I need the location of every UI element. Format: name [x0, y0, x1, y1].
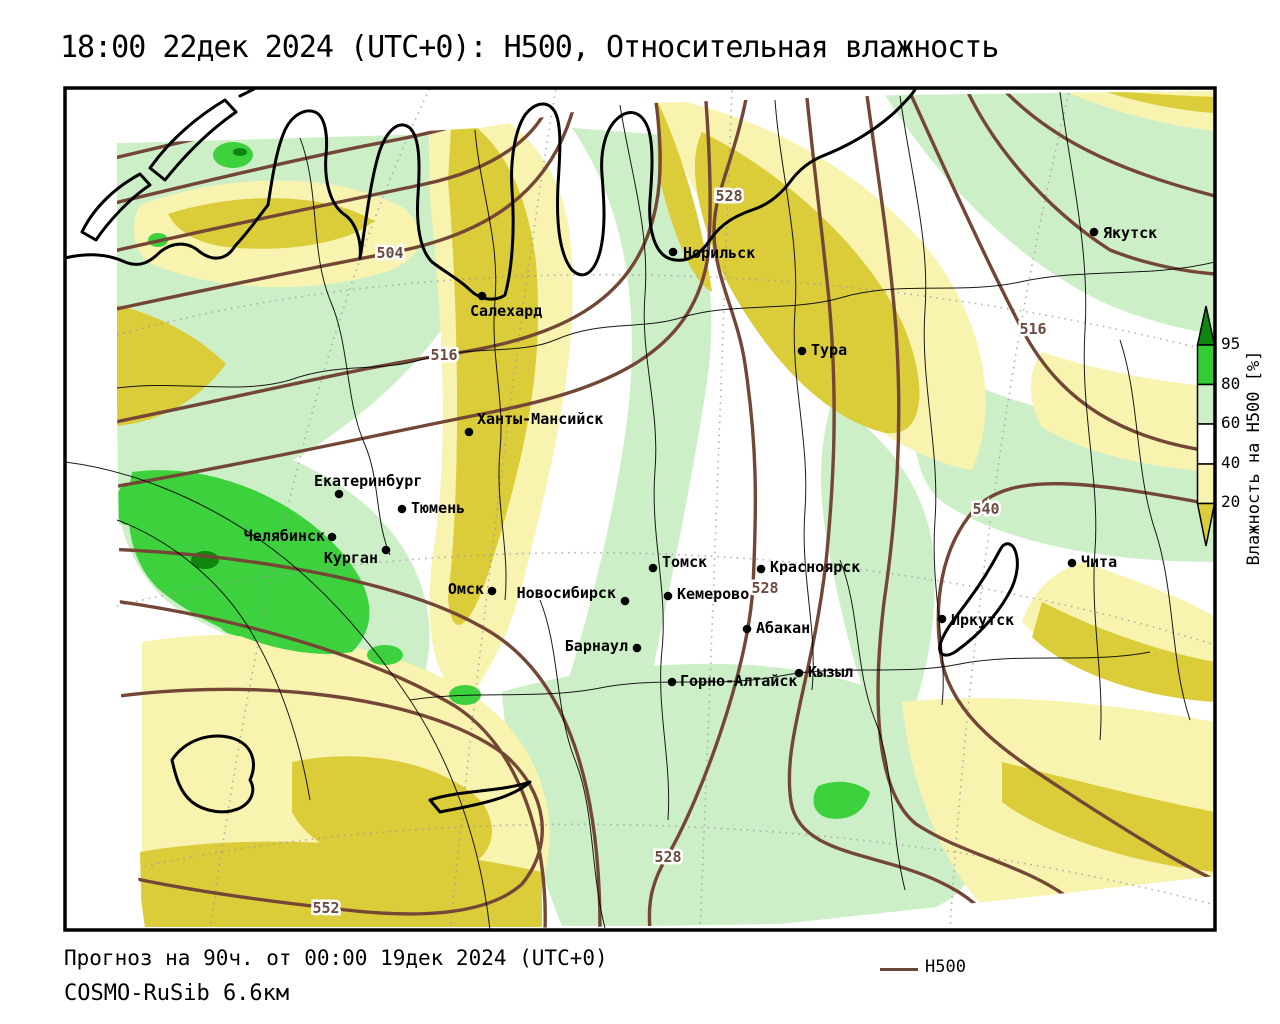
map-frame — [63, 86, 1217, 932]
contour-value-label: 516 — [1019, 320, 1046, 338]
city-label: Челябинск — [244, 527, 325, 545]
city-dot — [464, 427, 474, 437]
colorbar-seg-20-40 — [1196, 463, 1216, 505]
city-dot — [663, 591, 673, 601]
city-dot — [381, 545, 391, 555]
city: Ханты-Мансийск — [464, 410, 603, 437]
city-dot — [742, 624, 752, 634]
city-label: Ханты-Мансийск — [477, 410, 603, 428]
colorbar-tick-label: 95 — [1221, 334, 1240, 353]
h500-legend-label: H500 — [925, 957, 966, 977]
city: Кызыл — [794, 663, 853, 681]
page-title: 18:00 22дек 2024 (UTC+0): H500, Относите… — [60, 30, 999, 65]
city-label: Тюмень — [411, 499, 465, 517]
colorbar-seg-60-80 — [1196, 383, 1216, 425]
coastlines — [66, 89, 1019, 814]
city: Омск — [448, 580, 497, 598]
city-label: Иркутск — [951, 611, 1014, 629]
h500-legend-line-sample — [880, 967, 918, 971]
city-label: Барнаул — [565, 637, 628, 655]
city-label: Горно-Алтайск — [680, 672, 797, 690]
city: Салехард — [470, 291, 542, 320]
forecast-info: Прогноз на 90ч. от 00:00 19дек 2024 (UTC… — [64, 946, 608, 970]
city-dot — [334, 489, 344, 499]
city: Абакан — [742, 619, 810, 637]
city-dot — [327, 532, 337, 542]
city-dot — [797, 346, 807, 356]
city-dot — [397, 504, 407, 514]
city-dot — [1067, 558, 1077, 568]
city-dot — [620, 596, 630, 606]
colorbar-tick-label: 60 — [1221, 413, 1240, 432]
city: Тура — [797, 341, 847, 359]
city: Чита — [1067, 553, 1117, 571]
city-label: Томск — [662, 553, 707, 571]
colorbar-seg-80-95 — [1196, 344, 1216, 386]
city: Тюмень — [397, 499, 465, 517]
city-label: Тура — [811, 341, 847, 359]
city-label: Салехард — [470, 302, 542, 320]
colorbar-seg-below20 — [1196, 502, 1216, 547]
city: Кемерово — [663, 585, 749, 603]
city-label: Новосибирск — [517, 584, 616, 602]
city-dot — [667, 677, 677, 687]
colorbar-seg-40-60 — [1196, 423, 1216, 465]
city-dot — [1089, 227, 1099, 237]
city-label: Курган — [324, 549, 378, 567]
contour-value-label: 528 — [715, 187, 742, 205]
city: Челябинск — [244, 527, 337, 545]
city: Якутск — [1089, 224, 1157, 242]
city-dot — [648, 563, 658, 573]
city: Иркутск — [937, 611, 1014, 629]
colorbar-tick-label: 40 — [1221, 453, 1240, 472]
city-dot — [477, 291, 487, 301]
city-label: Абакан — [756, 619, 810, 637]
city-dot — [937, 614, 947, 624]
city-label: Чита — [1081, 553, 1117, 571]
contour-value-label: 552 — [312, 899, 339, 917]
city: Барнаул — [565, 637, 642, 655]
city-label: Омск — [448, 580, 484, 598]
city-label: Кемерово — [677, 585, 749, 603]
colorbar-tick-label: 20 — [1221, 492, 1240, 511]
colorbar-title: Влажность на H500 [%] — [1244, 351, 1264, 566]
city: Горно-Алтайск — [667, 672, 797, 690]
city-label: Кызыл — [808, 663, 853, 681]
city-label: Красноярск — [770, 558, 860, 576]
colorbar: 95 80 60 40 20 Влажность на H500 [%] — [1196, 305, 1264, 566]
contour-value-label: 528 — [751, 579, 778, 597]
city: Красноярск — [756, 558, 860, 576]
city: Новосибирск — [517, 584, 630, 606]
city: Норильск — [668, 244, 755, 262]
region-borders — [66, 91, 1214, 929]
city: Курган — [324, 545, 391, 567]
city-label: Екатеринбург — [314, 472, 422, 490]
city-dot — [668, 247, 678, 257]
model-info: COSMO-RuSib 6.6км — [64, 981, 290, 1006]
city-dot — [632, 643, 642, 653]
contour-value-label: 504 — [376, 244, 403, 262]
city-dot — [756, 564, 766, 574]
contour-value-label: 540 — [972, 500, 999, 518]
city: Томск — [648, 553, 707, 573]
contour-labels: 504 516 528 516 540 528 528 552 — [310, 185, 1049, 920]
graticule — [116, 89, 1214, 929]
city-label: Якутск — [1103, 224, 1157, 242]
colorbar-tick-label: 80 — [1221, 374, 1240, 393]
city-dot — [794, 668, 804, 678]
contour-value-label: 528 — [654, 848, 681, 866]
cities: Норильск Салехард Якутск Тура Ханты-Мансийск… — [244, 224, 1157, 690]
city: Екатеринбург — [314, 472, 422, 499]
city-dot — [487, 586, 497, 596]
contour-value-label: 516 — [430, 346, 457, 364]
colorbar-ticks: 95 80 60 40 20 — [1221, 334, 1240, 511]
h500-legend: H500 — [880, 950, 966, 977]
city-label: Норильск — [683, 244, 755, 262]
